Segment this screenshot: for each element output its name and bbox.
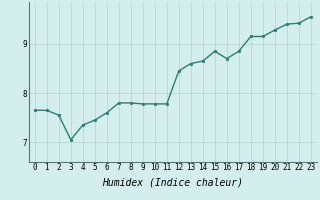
X-axis label: Humidex (Indice chaleur): Humidex (Indice chaleur) — [102, 178, 243, 188]
